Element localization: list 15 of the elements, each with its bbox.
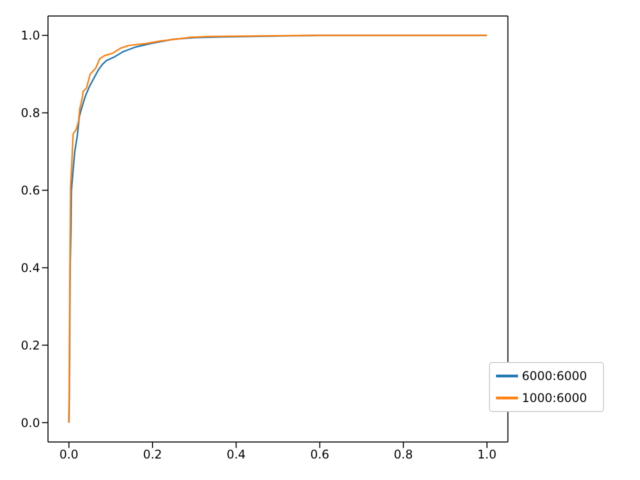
x-tick-label: 0.0 [59, 448, 78, 462]
x-tick-label: 0.4 [226, 448, 246, 462]
y-tick-label: 0.0 [20, 416, 40, 430]
line-series [68, 34, 488, 424]
y-tick-label: 0.8 [20, 106, 40, 120]
y-tick-label: 0.4 [20, 260, 40, 275]
y-tick-label: 0.6 [20, 184, 40, 198]
x-tick-label: 0.8 [394, 448, 413, 462]
legend-label: 1000:6000 [522, 391, 587, 406]
y-tick-label: 1.0 [20, 28, 40, 43]
legend-label: 6000:6000 [522, 369, 587, 384]
y-tick-label: 0.2 [20, 338, 40, 352]
x-tick-label: 0.2 [142, 448, 162, 462]
x-tick-label: 0.6 [310, 448, 330, 462]
x-tick-label: 1.0 [477, 448, 497, 462]
